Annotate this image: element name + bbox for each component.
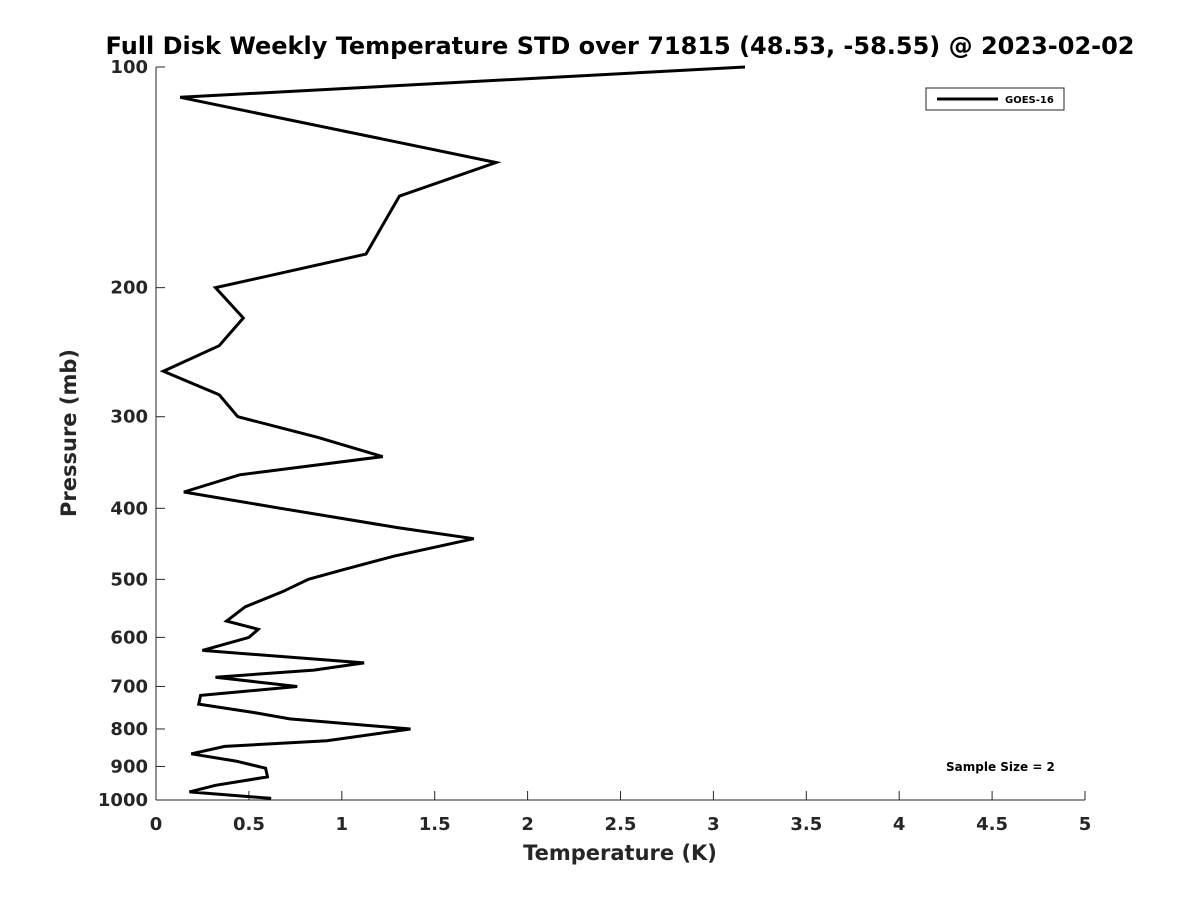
y-axis-label: Pressure (mb) <box>57 349 81 517</box>
series-layer <box>159 65 746 800</box>
chart-title: Full Disk Weekly Temperature STD over 71… <box>106 32 1135 60</box>
x-tick-label: 0 <box>150 814 163 835</box>
y-tick-label: 600 <box>110 627 148 648</box>
y-tick-label: 200 <box>110 278 148 299</box>
series-line-goes-16 <box>159 65 746 800</box>
x-ticks: 0 0.5 1 1.5 2 2.5 3 3.5 4 4.5 5 <box>150 791 1092 835</box>
x-tick-label: 1 <box>336 814 349 835</box>
x-tick-label: 4 <box>893 814 906 835</box>
y-tick-label: 1000 <box>98 790 148 811</box>
x-tick-label: 0.5 <box>233 814 265 835</box>
y-tick-label: 900 <box>110 756 148 777</box>
y-tick-label: 400 <box>110 498 148 519</box>
x-tick-label: 1.5 <box>419 814 451 835</box>
x-tick-label: 2 <box>521 814 534 835</box>
sample-size-annotation: Sample Size = 2 <box>946 760 1055 774</box>
legend-label-goes-16: GOES-16 <box>1005 95 1054 106</box>
x-tick-label: 5 <box>1079 814 1092 835</box>
y-tick-label: 800 <box>110 719 148 740</box>
x-tick-label: 3.5 <box>790 814 822 835</box>
y-tick-label: 100 <box>110 57 148 78</box>
y-tick-label: 500 <box>110 569 148 590</box>
y-tick-label: 300 <box>110 407 148 428</box>
x-axis-label: Temperature (K) <box>523 841 717 865</box>
y-ticks: 100 200 300 400 500 600 700 800 900 1000 <box>98 57 165 811</box>
y-tick-label: 700 <box>110 676 148 697</box>
x-tick-label: 3 <box>707 814 720 835</box>
x-tick-label: 2.5 <box>605 814 637 835</box>
legend: GOES-16 <box>925 87 1065 111</box>
x-tick-label: 4.5 <box>976 814 1008 835</box>
